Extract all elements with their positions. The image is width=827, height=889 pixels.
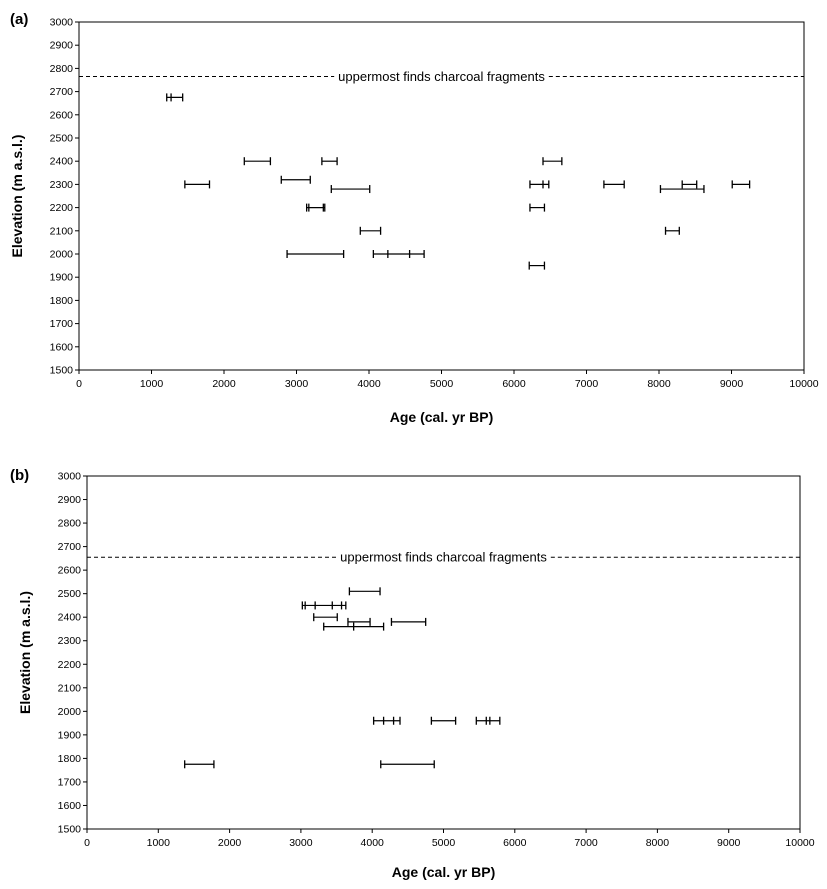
y-tick-label: 2000 bbox=[50, 249, 74, 261]
x-tick-label: 9000 bbox=[720, 378, 744, 390]
y-axis-title: Elevation (m a.s.l.) bbox=[9, 135, 25, 258]
y-tick-label: 1500 bbox=[50, 365, 74, 377]
y-tick-label: 1600 bbox=[58, 800, 82, 812]
y-tick-label: 2600 bbox=[58, 565, 82, 577]
age-interval bbox=[321, 157, 338, 166]
x-tick-label: 0 bbox=[76, 378, 82, 390]
age-interval bbox=[529, 203, 546, 212]
y-tick-label: 1800 bbox=[50, 295, 74, 307]
age-interval bbox=[731, 180, 751, 189]
age-interval bbox=[528, 261, 546, 270]
y-tick-label: 2200 bbox=[58, 659, 82, 671]
age-interval bbox=[243, 157, 272, 166]
y-tick-label: 2800 bbox=[50, 63, 74, 75]
y-tick-label: 2400 bbox=[58, 612, 82, 624]
x-tick-label: 8000 bbox=[646, 837, 670, 849]
x-tick-label: 2000 bbox=[212, 378, 236, 390]
x-tick-label: 3000 bbox=[285, 378, 309, 390]
x-tick-label: 1000 bbox=[147, 837, 171, 849]
y-tick-label: 1700 bbox=[58, 776, 82, 788]
y-tick-label: 1700 bbox=[50, 318, 74, 330]
age-interval bbox=[348, 587, 381, 596]
x-tick-label: 8000 bbox=[647, 378, 671, 390]
y-tick-label: 2200 bbox=[50, 202, 74, 214]
x-tick-label: 10000 bbox=[789, 378, 818, 390]
y-tick-label: 2300 bbox=[50, 179, 74, 191]
x-tick-label: 5000 bbox=[432, 837, 456, 849]
y-tick-label: 1900 bbox=[50, 272, 74, 284]
x-axis-title: Age (cal. yr BP) bbox=[390, 409, 493, 425]
y-tick-label: 3000 bbox=[58, 471, 82, 483]
chart-panel: 1500 1600 1700 1800 1900 2000 2100 2200 2300 2400… bbox=[9, 11, 819, 425]
x-tick-label: 4000 bbox=[361, 837, 385, 849]
age-interval bbox=[430, 716, 457, 725]
age-interval bbox=[184, 760, 215, 769]
y-tick-label: 1900 bbox=[58, 729, 82, 741]
age-interval bbox=[286, 250, 345, 258]
age-interval bbox=[372, 250, 425, 258]
plot-frame bbox=[86, 475, 801, 830]
age-interval bbox=[166, 93, 184, 102]
age-interval bbox=[372, 716, 401, 725]
x-tick-label: 4000 bbox=[357, 378, 381, 390]
x-tick-label: 10000 bbox=[785, 837, 814, 849]
chart-panel: 1500 1600 1700 1800 1900 2000 2100 2200 2300 2400… bbox=[10, 467, 815, 880]
x-tick-label: 7000 bbox=[574, 837, 598, 849]
age-interval bbox=[347, 617, 371, 626]
age-interval bbox=[390, 617, 427, 626]
y-tick-label: 2500 bbox=[58, 588, 82, 600]
age-interval bbox=[280, 175, 311, 184]
age-interval bbox=[301, 601, 347, 610]
y-tick-label: 2100 bbox=[58, 682, 82, 694]
x-tick-label: 2000 bbox=[218, 837, 242, 849]
x-tick-label: 9000 bbox=[717, 837, 741, 849]
y-axis-title: Elevation (m a.s.l.) bbox=[17, 591, 33, 714]
age-interval bbox=[359, 226, 382, 235]
age-interval bbox=[542, 157, 563, 166]
y-tick-label: 2500 bbox=[50, 133, 74, 145]
age-interval bbox=[664, 226, 680, 235]
x-tick-label: 5000 bbox=[430, 378, 454, 390]
y-tick-label: 2900 bbox=[50, 40, 74, 52]
x-tick-label: 3000 bbox=[289, 837, 313, 849]
age-interval bbox=[659, 185, 705, 194]
y-tick-label: 1800 bbox=[58, 753, 82, 765]
age-interval bbox=[603, 180, 625, 189]
y-tick-label: 1500 bbox=[58, 824, 82, 836]
x-tick-label: 0 bbox=[84, 837, 90, 849]
x-tick-label: 6000 bbox=[503, 837, 527, 849]
reference-line-label: uppermost finds charcoal fragments bbox=[340, 550, 547, 565]
x-tick-label: 7000 bbox=[575, 378, 599, 390]
y-tick-label: 2900 bbox=[58, 494, 82, 506]
y-tick-label: 3000 bbox=[50, 17, 74, 29]
panel-label: (b) bbox=[10, 467, 29, 484]
y-tick-label: 2400 bbox=[50, 156, 74, 168]
y-tick-label: 2700 bbox=[50, 86, 74, 98]
y-tick-label: 2100 bbox=[50, 225, 74, 237]
y-tick-label: 2700 bbox=[58, 541, 82, 553]
age-interval bbox=[305, 203, 326, 212]
y-tick-label: 2000 bbox=[58, 706, 82, 718]
age-interval bbox=[330, 185, 371, 194]
age-interval bbox=[313, 613, 338, 622]
x-tick-label: 1000 bbox=[140, 378, 164, 390]
age-interval bbox=[475, 716, 501, 725]
age-interval bbox=[380, 760, 435, 769]
age-interval bbox=[681, 180, 698, 189]
y-tick-label: 2800 bbox=[58, 518, 82, 530]
reference-line-label: uppermost finds charcoal fragments bbox=[338, 69, 545, 84]
y-tick-label: 2600 bbox=[50, 109, 74, 121]
age-interval bbox=[184, 180, 211, 189]
x-tick-label: 6000 bbox=[502, 378, 526, 390]
y-tick-label: 2300 bbox=[58, 635, 82, 647]
y-tick-label: 1600 bbox=[50, 341, 74, 353]
x-axis-title: Age (cal. yr BP) bbox=[392, 864, 495, 880]
panel-label: (a) bbox=[10, 11, 28, 28]
age-interval bbox=[529, 180, 550, 189]
